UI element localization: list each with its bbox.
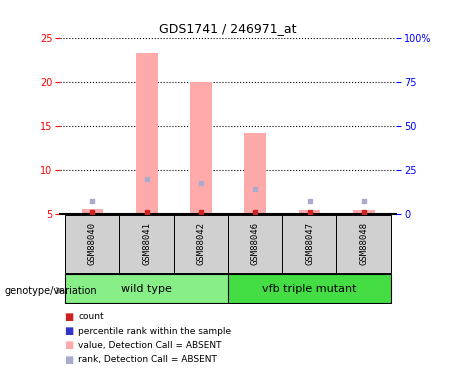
Text: ■: ■ <box>65 355 74 364</box>
Text: ■: ■ <box>65 340 74 350</box>
Text: ■: ■ <box>65 326 74 336</box>
Text: GSM88048: GSM88048 <box>360 222 368 265</box>
Text: percentile rank within the sample: percentile rank within the sample <box>78 327 231 336</box>
Bar <box>353 210 375 214</box>
Bar <box>299 210 320 214</box>
Text: genotype/variation: genotype/variation <box>5 286 97 296</box>
FancyBboxPatch shape <box>282 215 337 273</box>
FancyBboxPatch shape <box>65 274 229 303</box>
Text: ■: ■ <box>65 312 74 322</box>
Text: rank, Detection Call = ABSENT: rank, Detection Call = ABSENT <box>78 355 217 364</box>
Text: GSM88041: GSM88041 <box>142 222 151 265</box>
FancyBboxPatch shape <box>228 215 283 273</box>
Bar <box>190 82 212 214</box>
Text: GSM88040: GSM88040 <box>88 222 97 265</box>
FancyBboxPatch shape <box>65 215 120 273</box>
Text: GSM88046: GSM88046 <box>251 222 260 265</box>
Text: GSM88042: GSM88042 <box>196 222 206 265</box>
Text: GSM88047: GSM88047 <box>305 222 314 265</box>
Bar <box>244 133 266 214</box>
FancyBboxPatch shape <box>119 215 174 273</box>
Text: vfb triple mutant: vfb triple mutant <box>262 284 357 294</box>
FancyBboxPatch shape <box>174 215 229 273</box>
FancyBboxPatch shape <box>228 274 391 303</box>
FancyBboxPatch shape <box>337 215 391 273</box>
Text: value, Detection Call = ABSENT: value, Detection Call = ABSENT <box>78 341 222 350</box>
Text: wild type: wild type <box>121 284 172 294</box>
Text: count: count <box>78 312 104 321</box>
Bar <box>82 209 103 214</box>
Title: GDS1741 / 246971_at: GDS1741 / 246971_at <box>160 22 297 35</box>
Bar <box>136 53 158 214</box>
